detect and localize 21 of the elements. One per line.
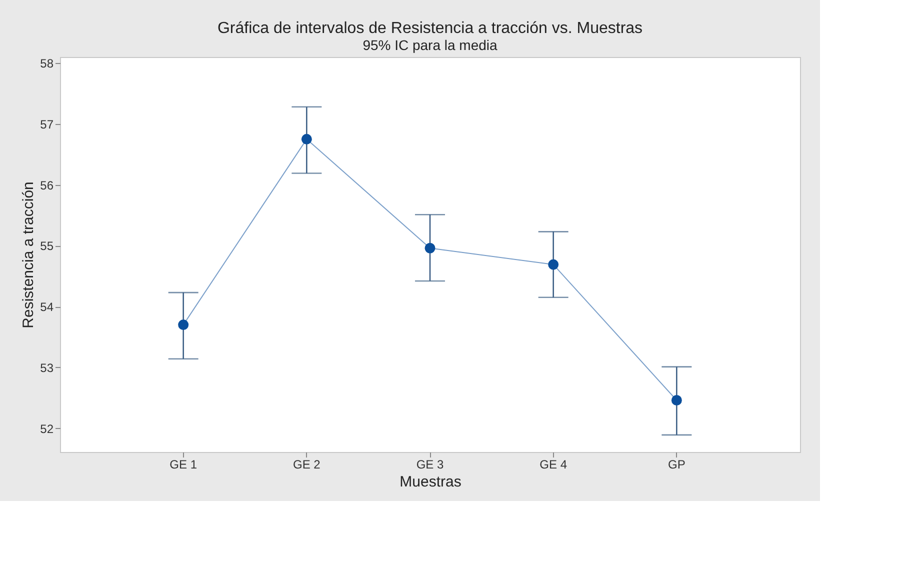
point <box>671 395 682 406</box>
y-tick-label: 57 <box>40 117 54 132</box>
x-tick-label: GE 3 <box>416 458 444 472</box>
y-tick-label: 56 <box>40 178 54 192</box>
y-axis-title: Resistencia a tracción <box>20 182 38 328</box>
x-tick-label: GE 1 <box>170 458 198 472</box>
point <box>178 320 189 330</box>
x-tick-label: GE 4 <box>540 458 568 472</box>
y-tick-label: 55 <box>40 239 54 254</box>
point <box>548 259 559 270</box>
point <box>424 242 436 254</box>
y-tick-label: 58 <box>40 56 54 71</box>
chart-title: Gráfica de intervalos de Resistencia a tracción vs. Muestras <box>217 20 643 37</box>
y-tick-label: 53 <box>40 360 54 375</box>
chart-subtitle: 95% IC para la media <box>362 37 498 53</box>
y-tick-label: 54 <box>40 300 54 314</box>
x-tick-label: GE 2 <box>292 458 321 472</box>
x-axis-title: Muestras <box>400 474 462 490</box>
point <box>301 134 312 144</box>
y-tick-label: 52 <box>40 422 54 436</box>
x-tick-label: GP <box>668 458 686 472</box>
